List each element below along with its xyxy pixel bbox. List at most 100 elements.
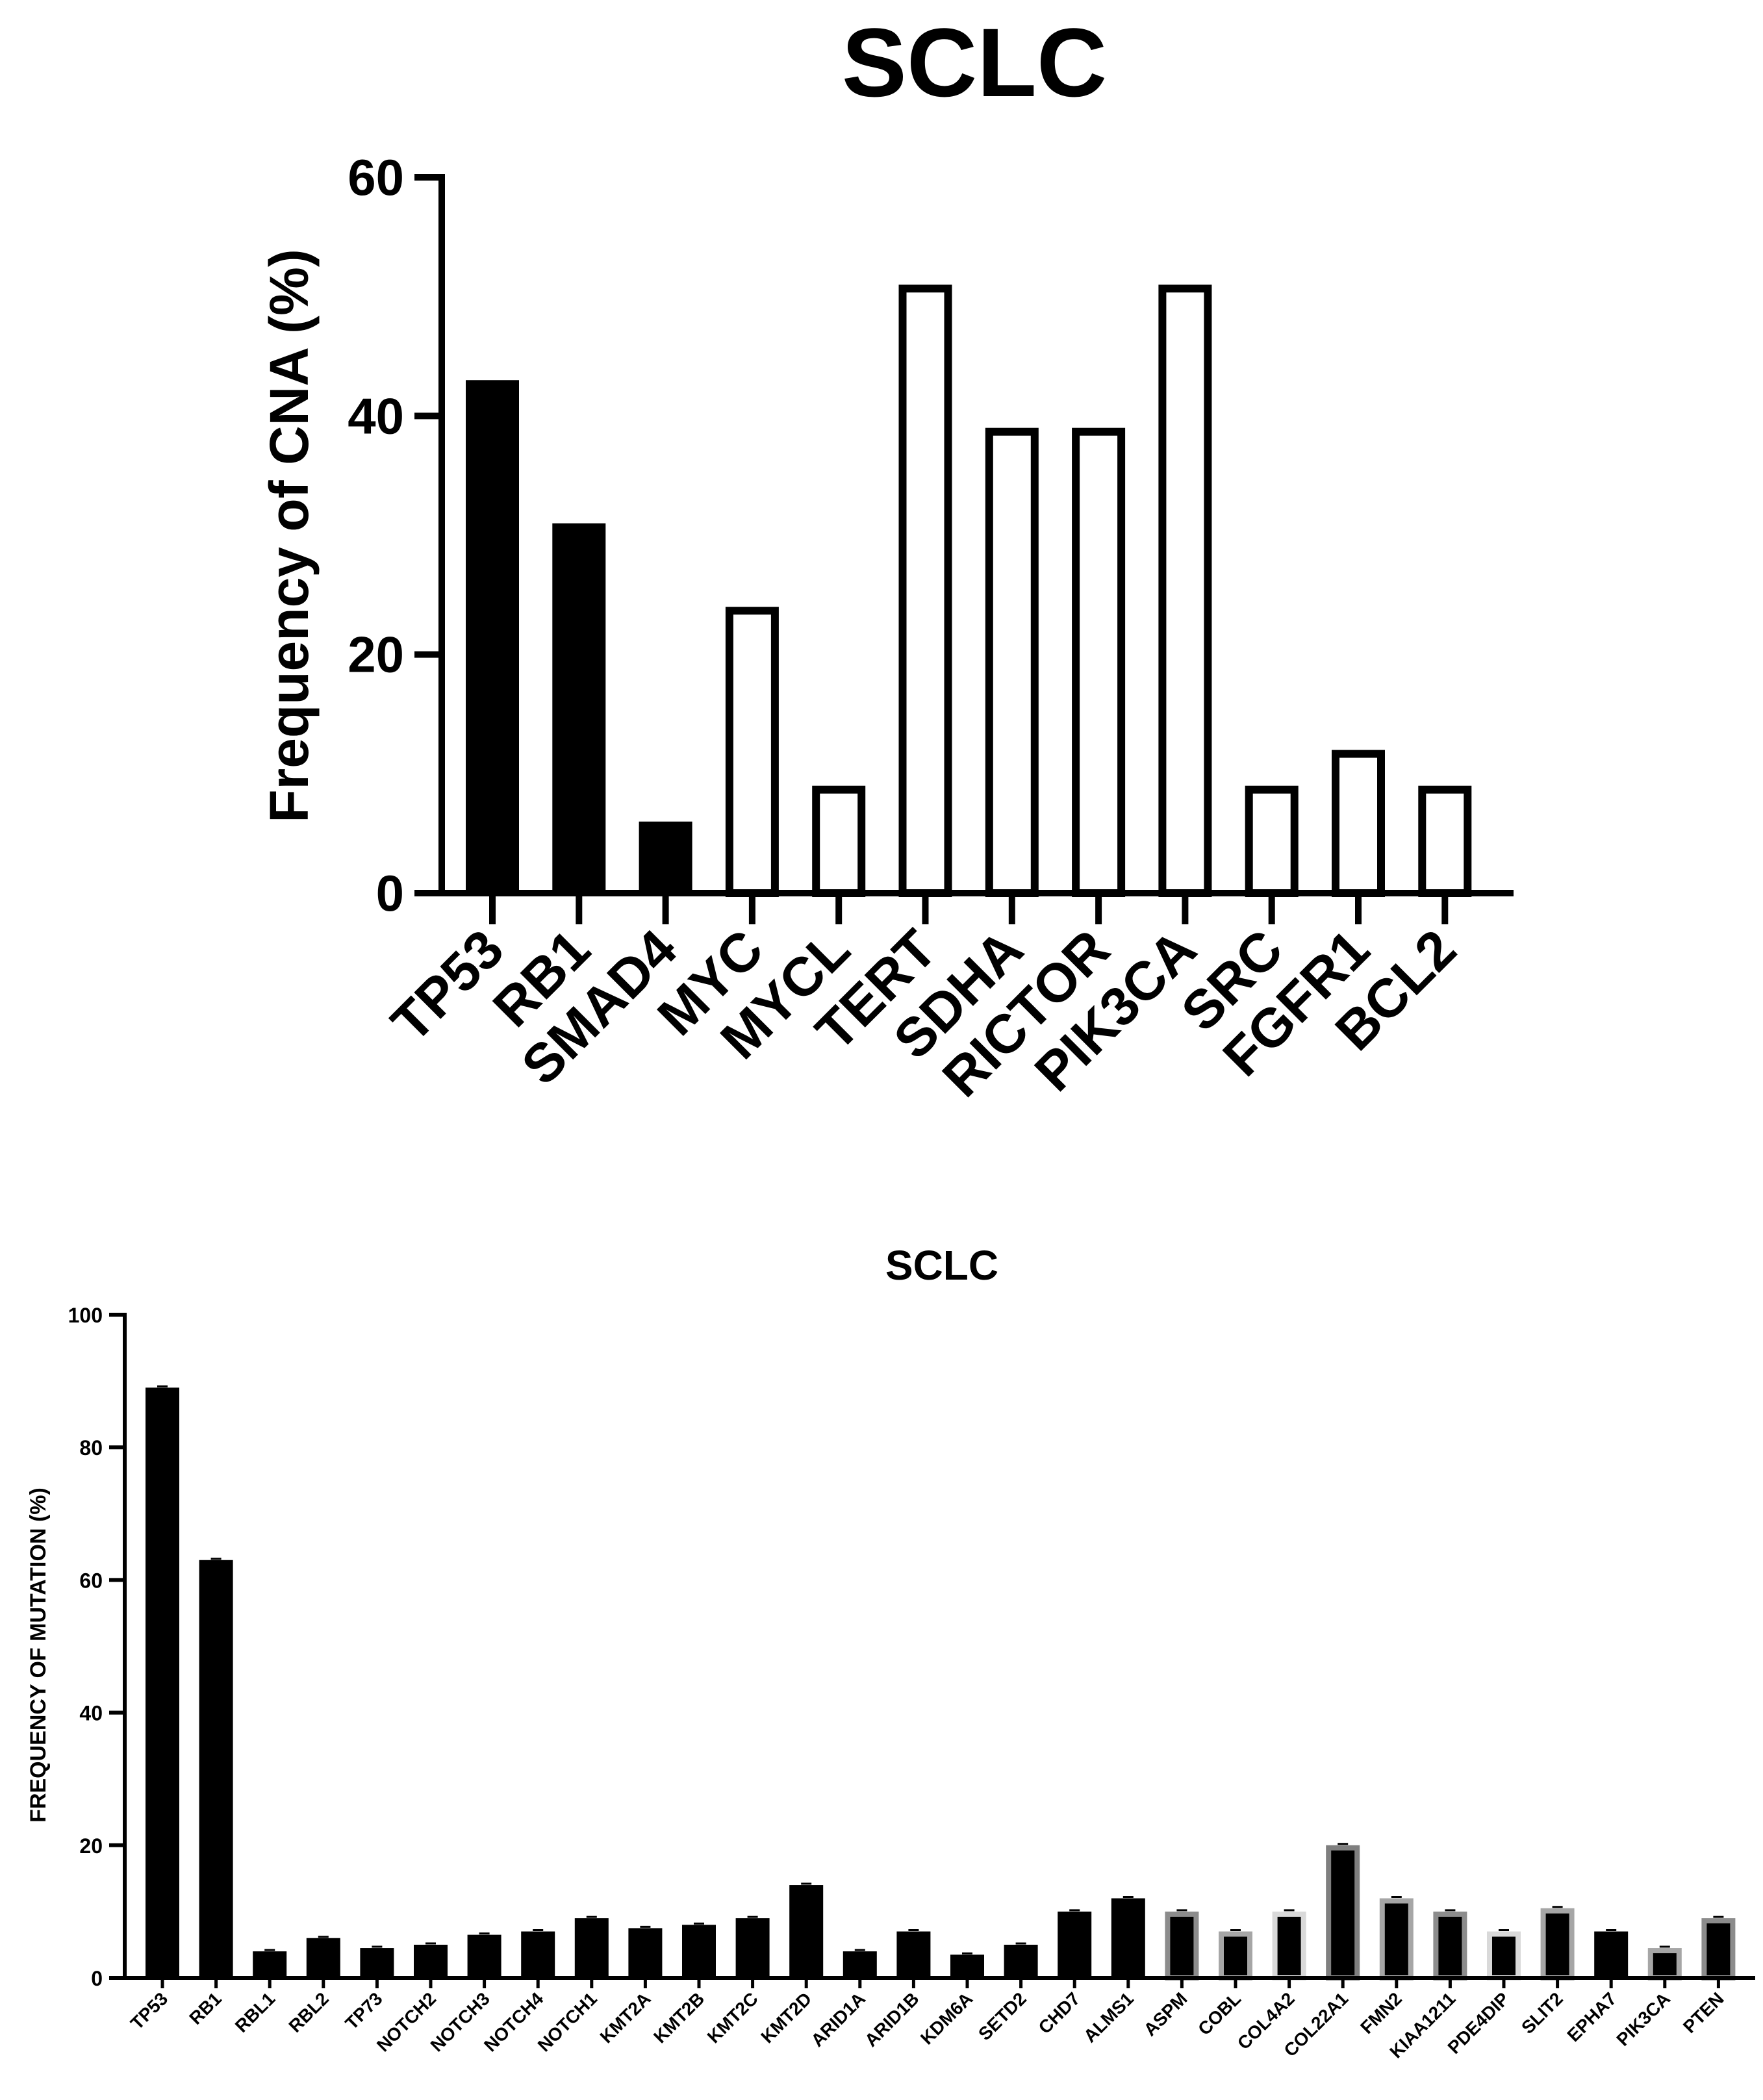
mutation-bar-fill [521,1931,555,1978]
cna-bar-tp53 [466,380,519,893]
cna-bar-tert [898,285,952,897]
mutation-bar-fill [735,1918,770,1978]
mutation-y-tick-label: 40 [79,1702,103,1725]
cna-bar-fgfr1 [1332,750,1385,897]
cna-bar-src [1245,785,1299,897]
mutation-y-tick-label: 80 [79,1436,103,1460]
mutation-bar-fill [253,1951,287,1978]
mutation-bar-fill [1594,1931,1629,1978]
mutation-x-label-kdm6a: KDM6A [917,1988,976,2048]
mutation-bar-fill [682,1925,716,1978]
mutation-x-label-alms1: ALMS1 [1080,1988,1137,2046]
mutation-bar-fill [1701,1918,1736,1981]
mutation-bar-fill [1326,1845,1360,1981]
mutation-bar-fill [789,1885,824,1978]
cna-chart: SCLC Frequency of CNA (%) 0 20 40 60 TP53RB… [259,8,1514,1108]
mutation-x-label-notch1: NOTCH1 [534,1988,601,2055]
cna-y-tick-label: 20 [348,626,404,683]
mutation-bar-fill [1379,1898,1414,1980]
mutation-bar-fill [199,1560,233,1978]
mutation-x-label-aspm: ASPM [1140,1988,1191,2040]
mutation-bar-fill [950,1955,984,1978]
mutation-bar-slit2 [1540,1906,1575,1980]
mutation-x-label-kmt2c: KMT2C [704,1988,762,2047]
mutation-bar-rbl1 [253,1949,287,1978]
mutation-chart: SCLC FREQUENCY OF MUTATION (%) 0 20 40 60 80… [26,1242,1755,2062]
mutation-x-label-epha7: EPHA7 [1563,1988,1620,2045]
mutation-x-label-rbl1: RBL1 [231,1988,279,2036]
mutation-bar-kmt2b [682,1922,716,1978]
mutation-bar-fill [414,1944,448,1978]
mutation-bar-tp53 [146,1385,179,1978]
mutation-bar-tp73 [360,1945,394,1978]
cna-bar-rb1 [552,523,606,893]
mutation-bar-fill [896,1931,931,1978]
mutation-bar-fill [1058,1911,1092,1978]
mutation-bar-fill [1111,1898,1145,1978]
mutation-x-label-setd2: SETD2 [974,1988,1030,2044]
mutation-x-label-kmt2b: KMT2B [650,1988,708,2047]
mutation-y-ticks: 0 20 40 60 80 100 [68,1304,125,1990]
mutation-bar-arid1a [843,1949,877,1978]
mutation-y-tick-label: 60 [79,1569,103,1592]
mutation-y-tick-label: 20 [79,1834,103,1858]
mutation-bar-kmt2a [628,1925,663,1978]
cna-y-ticks: 0 20 40 60 [348,149,442,922]
mutation-bar-pik3ca [1647,1945,1682,1980]
mutation-bar-arid1b [896,1929,931,1978]
cna-x-labels: TP53RB1SMAD4MYCMYCLTERTSDHARICTORPIK3CAS… [379,893,1467,1108]
cna-bar-myc [725,607,779,897]
mutation-bar-fill [843,1951,877,1978]
mutation-x-label-rbl2: RBL2 [285,1988,333,2036]
mutation-x-label-arid1a: ARID1A [807,1988,869,2051]
mutation-bar-cobl [1219,1929,1252,1981]
mutation-bar-fill [628,1928,663,1978]
mutation-bar-alms1 [1111,1895,1145,1978]
cna-y-tick-label: 0 [376,865,404,922]
mutation-bar-pde4dip [1487,1929,1521,1981]
mutation-bar-fill [146,1387,179,1978]
mutation-bar-kiaa1211 [1433,1909,1467,1980]
cna-bars [466,285,1472,897]
mutation-x-label-tp73: TP73 [341,1988,386,2033]
mutation-bar-col22a1 [1326,1843,1360,1981]
mutation-y-tick-label: 100 [68,1304,103,1327]
mutation-bar-rb1 [199,1558,233,1978]
mutation-bar-fill [1433,1911,1467,1980]
mutation-bar-chd7 [1058,1909,1092,1978]
mutation-y-axis-label: FREQUENCY OF MUTATION (%) [26,1487,51,1823]
mutation-y-tick-label: 0 [91,1967,103,1990]
mutation-bar-notch1 [574,1916,609,1978]
cna-y-tick-label: 40 [348,387,404,444]
mutation-x-label-slit2: SLIT2 [1517,1988,1567,2038]
mutation-bar-pten [1701,1916,1736,1981]
mutation-bars [146,1385,1736,1981]
cna-bar-bcl2 [1418,785,1472,897]
mutation-bar-fill [1219,1931,1252,1981]
mutation-x-label-kmt2a: KMT2A [596,1988,655,2047]
mutation-bar-setd2 [1004,1942,1038,1978]
mutation-x-label-cobl: COBL [1194,1988,1245,2039]
mutation-bar-epha7 [1594,1929,1629,1978]
cna-bar-rictor [1072,427,1126,897]
mutation-bar-kdm6a [950,1952,984,1978]
mutation-bar-fill [1004,1944,1038,1978]
mutation-bar-fill [360,1948,394,1978]
mutation-bar-kmt2d [789,1882,824,1978]
mutation-bar-fill [574,1918,609,1978]
mutation-bar-col4a2 [1272,1909,1306,1980]
cna-chart-title: SCLC [842,8,1107,117]
mutation-bar-notch2 [414,1942,448,1978]
mutation-chart-title: SCLC [885,1242,998,1289]
mutation-bar-rbl2 [306,1936,340,1978]
mutation-bar-fill [1165,1911,1199,1980]
cna-bar-sdha [985,427,1039,897]
cna-bar-pik3ca [1158,285,1212,897]
mutation-bar-fill [1487,1931,1521,1981]
mutation-bar-fill [467,1934,501,1978]
mutation-x-label-pten: PTEN [1679,1988,1728,2037]
mutation-bar-notch3 [467,1932,501,1978]
cna-bar-mycl [812,785,866,897]
mutation-x-label-pik3ca: PIK3CA [1613,1988,1675,2050]
